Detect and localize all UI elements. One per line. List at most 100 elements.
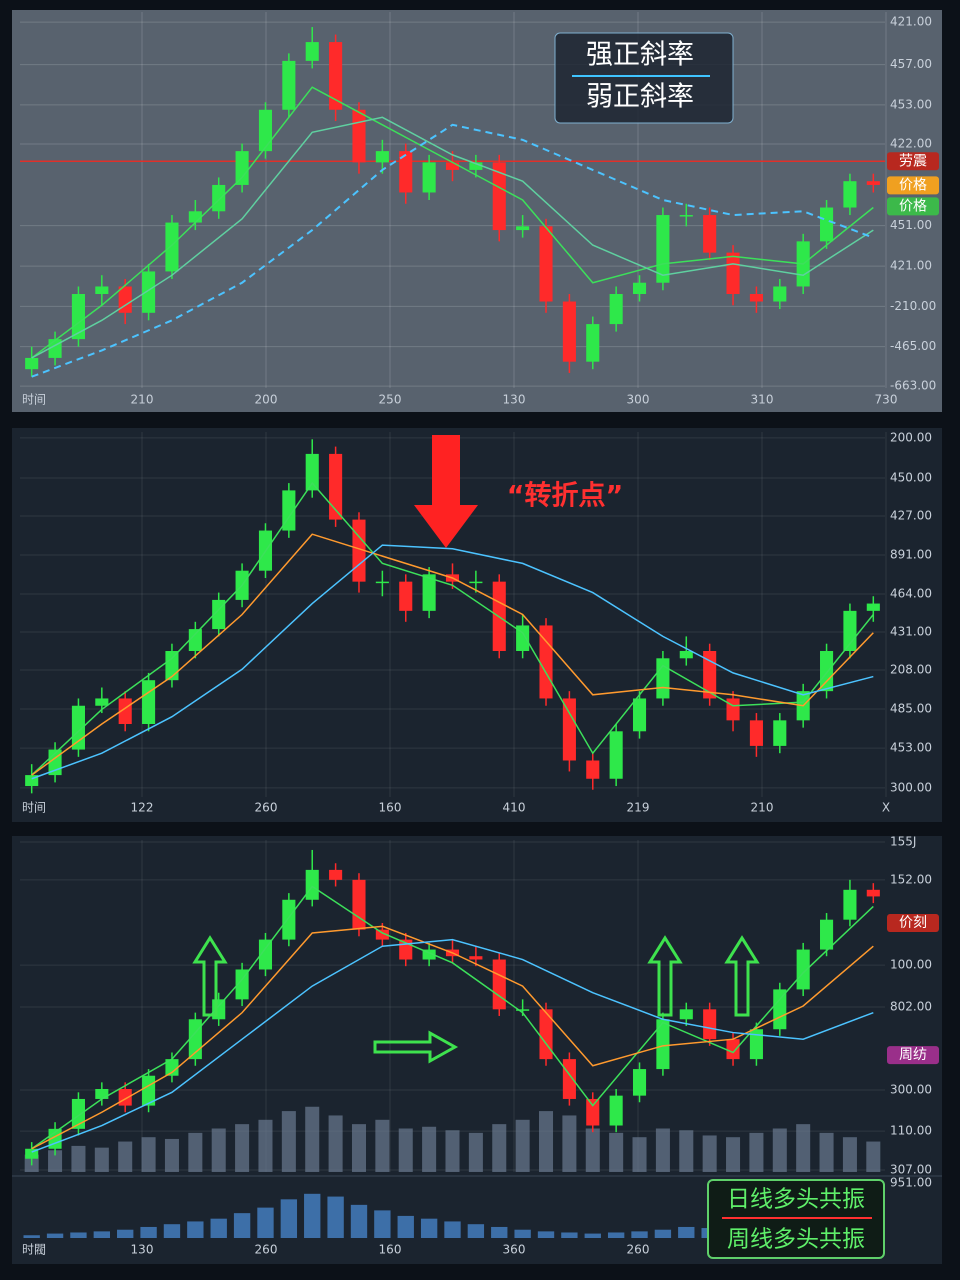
sub-bar — [514, 1229, 531, 1238]
y-tick-label: 421.00 — [890, 259, 932, 273]
candle-body — [562, 698, 576, 761]
candle-body — [399, 581, 413, 611]
volume-bar — [772, 1128, 787, 1172]
moving-average — [31, 481, 874, 776]
sub-bar — [631, 1231, 648, 1238]
sub-tick-label: 951.00 — [890, 1175, 932, 1189]
moving-average — [31, 123, 874, 378]
candle-body — [422, 162, 436, 193]
candle-body — [609, 1095, 623, 1126]
candle-body — [258, 109, 273, 152]
candle-body — [586, 1098, 600, 1126]
volume-bar — [328, 1115, 343, 1172]
sub-bar — [584, 1233, 601, 1238]
candle-body — [726, 252, 740, 294]
sub-bar — [374, 1210, 391, 1238]
moving-average — [31, 116, 874, 359]
price-tag-label: 价格 — [899, 198, 927, 214]
volume-bar — [281, 1111, 296, 1172]
candle-body — [492, 959, 506, 1010]
candle-body — [469, 162, 483, 170]
candle-body — [773, 286, 787, 302]
sub-bar — [491, 1226, 508, 1238]
candle-body — [843, 181, 857, 208]
volume-bar — [842, 1137, 857, 1172]
x-tick-label: 260 — [255, 801, 278, 815]
x-tick-label: 160 — [379, 1243, 402, 1257]
candle-body — [679, 1009, 693, 1020]
y-tick-label: 427.00 — [890, 508, 932, 522]
price-tag — [887, 914, 939, 932]
x-axis-label: 时间 — [22, 393, 46, 407]
signal-text: 日线多头共振 — [727, 1187, 865, 1213]
volume-bar — [211, 1128, 226, 1172]
sub-bar — [467, 1224, 485, 1238]
candle-body — [71, 294, 85, 340]
up-arrow — [724, 935, 760, 1017]
candle-body — [656, 215, 670, 283]
volume-bar — [118, 1141, 133, 1172]
y-tick-label: -663.00 — [890, 379, 936, 393]
x-tick-label: 160 — [379, 801, 402, 815]
sub-bar — [420, 1218, 438, 1238]
candle-body — [703, 1009, 717, 1040]
sub-bar — [444, 1221, 461, 1238]
volume-bar — [866, 1141, 881, 1172]
volume-bar — [188, 1132, 203, 1172]
y-tick-label: 200.00 — [890, 430, 932, 444]
candle-body — [165, 1059, 179, 1076]
price-tag-label: 周纺 — [899, 1047, 927, 1063]
candle-body — [843, 889, 857, 920]
x-tick-label: 130 — [131, 1243, 154, 1257]
candle-body — [25, 775, 39, 787]
x-tick-label: 360 — [503, 1243, 526, 1257]
candle-body — [539, 226, 553, 302]
price-tag-label: 价格 — [899, 177, 927, 193]
y-tick-label: 464.00 — [890, 587, 932, 601]
y-tick-label: -465.00 — [890, 339, 936, 353]
y-tick-label: 485.00 — [890, 702, 932, 716]
sub-bar — [327, 1196, 344, 1238]
right-arrow — [373, 1030, 459, 1064]
y-tick-label: 300.00 — [890, 1082, 932, 1096]
y-tick-label: 457.00 — [890, 57, 932, 71]
candle-body — [492, 162, 506, 231]
sub-bar — [46, 1233, 64, 1238]
candle-body — [188, 211, 202, 223]
y-tick-label: 100.00 — [890, 958, 932, 972]
candle-body — [142, 680, 156, 724]
y-tick-label: 155J — [890, 834, 916, 848]
candle-body — [469, 581, 483, 584]
candle-body — [95, 286, 109, 294]
volume-bar — [305, 1106, 320, 1172]
candle-body — [71, 1098, 85, 1129]
turn-arrow — [414, 435, 478, 548]
x-axis-label: 时间 — [22, 801, 46, 815]
candle-body — [586, 324, 600, 362]
candle-body — [866, 603, 880, 611]
candle-body — [773, 720, 787, 746]
volume-bar — [749, 1132, 764, 1172]
candle-body — [726, 1039, 740, 1060]
x-tick-label: 310 — [751, 393, 774, 407]
sub-bar — [607, 1232, 625, 1238]
volume-bar — [235, 1124, 250, 1172]
moving-average — [31, 938, 874, 1153]
price-tag — [887, 1046, 939, 1065]
candle-body — [422, 949, 436, 960]
candle-body — [469, 956, 483, 960]
moving-average — [31, 885, 874, 1150]
candle-body — [118, 1089, 132, 1106]
volume-bar — [539, 1111, 554, 1172]
candle-body — [749, 720, 763, 746]
sub-bar — [561, 1232, 578, 1238]
volume-bar — [492, 1124, 507, 1172]
legend-entry: 强正斜率 — [586, 40, 694, 71]
volume-bar — [726, 1137, 741, 1172]
moving-average — [31, 86, 874, 359]
candle-body — [679, 651, 693, 659]
candle-body — [95, 698, 109, 706]
candle-body — [539, 1009, 553, 1060]
